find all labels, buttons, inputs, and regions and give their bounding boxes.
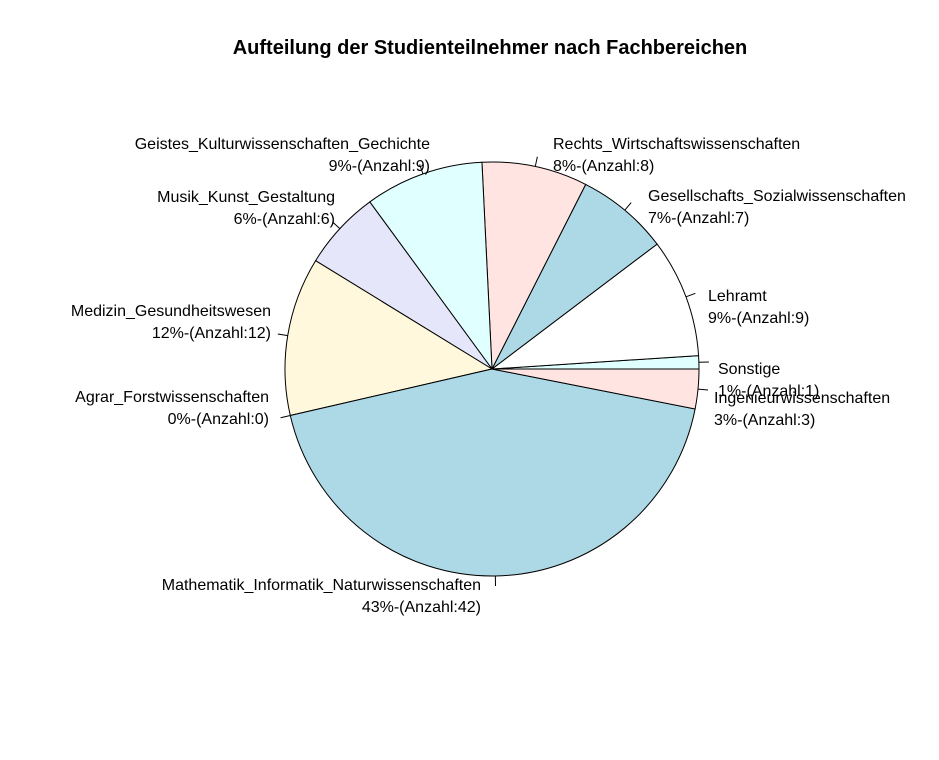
slice-label-name: Musik_Kunst_Gestaltung [157,189,335,206]
slice-label: Geistes_Kulturwissenschaften_Gechichte 9%… [135,136,430,175]
pie-slice-lehramt [490,243,700,370]
slice-label-name: Medizin_Gesundheitswesen [71,303,271,320]
slice-label-name: Rechts_Wirtschaftswissenschaften [553,136,800,153]
slice-label-name: Gesellschafts_Sozialwissenschaften [648,188,906,205]
slice-label-name: Ingenieurwissenschaften [714,390,890,407]
pie-slice-mathematik-informatik-naturwissenschaften [289,368,696,577]
slice-label-value: 43%-(Anzahl:42) [362,599,481,616]
slice-label: Medizin_Gesundheitswesen 12%-(Anzahl:12) [71,303,271,342]
slice-label-value: 8%-(Anzahl:8) [553,158,654,175]
slice-label-name: Geistes_Kulturwissenschaften_Gechichte [135,136,430,153]
pie-slice-rechts-wirtschaftswissenschaften [481,161,587,371]
pie-slice-geistes-kulturwissenschaften-gechichte [369,161,493,371]
slice-label-value: 9%-(Anzahl:9) [329,158,430,175]
label-leader-line [277,333,288,337]
pie-labels: Sonstige 1%-(Anzahl:1) Lehramt 9%-(Anzahl:9… [71,136,906,616]
label-leader-line [697,388,709,391]
slice-label: Agrar_Forstwissenschaften 0%-(Anzahl:0) [75,389,269,428]
slice-label-name: Mathematik_Informatik_Naturwissenschafte… [162,577,481,594]
slice-label-value: 3%-(Anzahl:3) [714,412,815,429]
label-leader-line [534,156,538,167]
slice-label-value: 7%-(Anzahl:7) [648,210,749,227]
slice-label: Sonstige 1%-(Anzahl:1) [718,361,819,400]
label-leader-line [332,221,341,230]
label-leader-line [685,292,696,298]
slice-label: Lehramt 9%-(Anzahl:9) [708,288,809,327]
label-leader-line [280,415,291,419]
slice-label: Ingenieurwissenschaften 3%-(Anzahl:3) [714,390,890,429]
slice-label-name: Agrar_Forstwissenschaften [75,389,269,406]
slice-label-value: 0%-(Anzahl:0) [168,411,269,428]
pie-slices [284,161,700,577]
slice-label-value: 12%-(Anzahl:12) [152,325,271,342]
slice-label-value: 9%-(Anzahl:9) [708,310,809,327]
slice-label-value: 1%-(Anzahl:1) [718,383,819,400]
slice-label-name: Lehramt [708,288,767,305]
slice-label: Rechts_Wirtschaftswissenschaften 8%-(Anza… [553,136,800,175]
slice-label: Gesellschafts_Sozialwissenschaften 7%-(An… [648,188,906,227]
slice-label: Musik_Kunst_Gestaltung 6%-(Anzahl:6) [157,189,335,228]
label-leader-line [419,164,424,175]
chart-title: Aufteilung der Studienteilnehmer nach Fa… [233,37,748,59]
slice-label-value: 6%-(Anzahl:6) [234,211,335,228]
slice-label: Mathematik_Informatik_Naturwissenschafte… [162,577,481,616]
label-leader-line [624,202,632,211]
slice-label-name: Sonstige [718,361,780,378]
